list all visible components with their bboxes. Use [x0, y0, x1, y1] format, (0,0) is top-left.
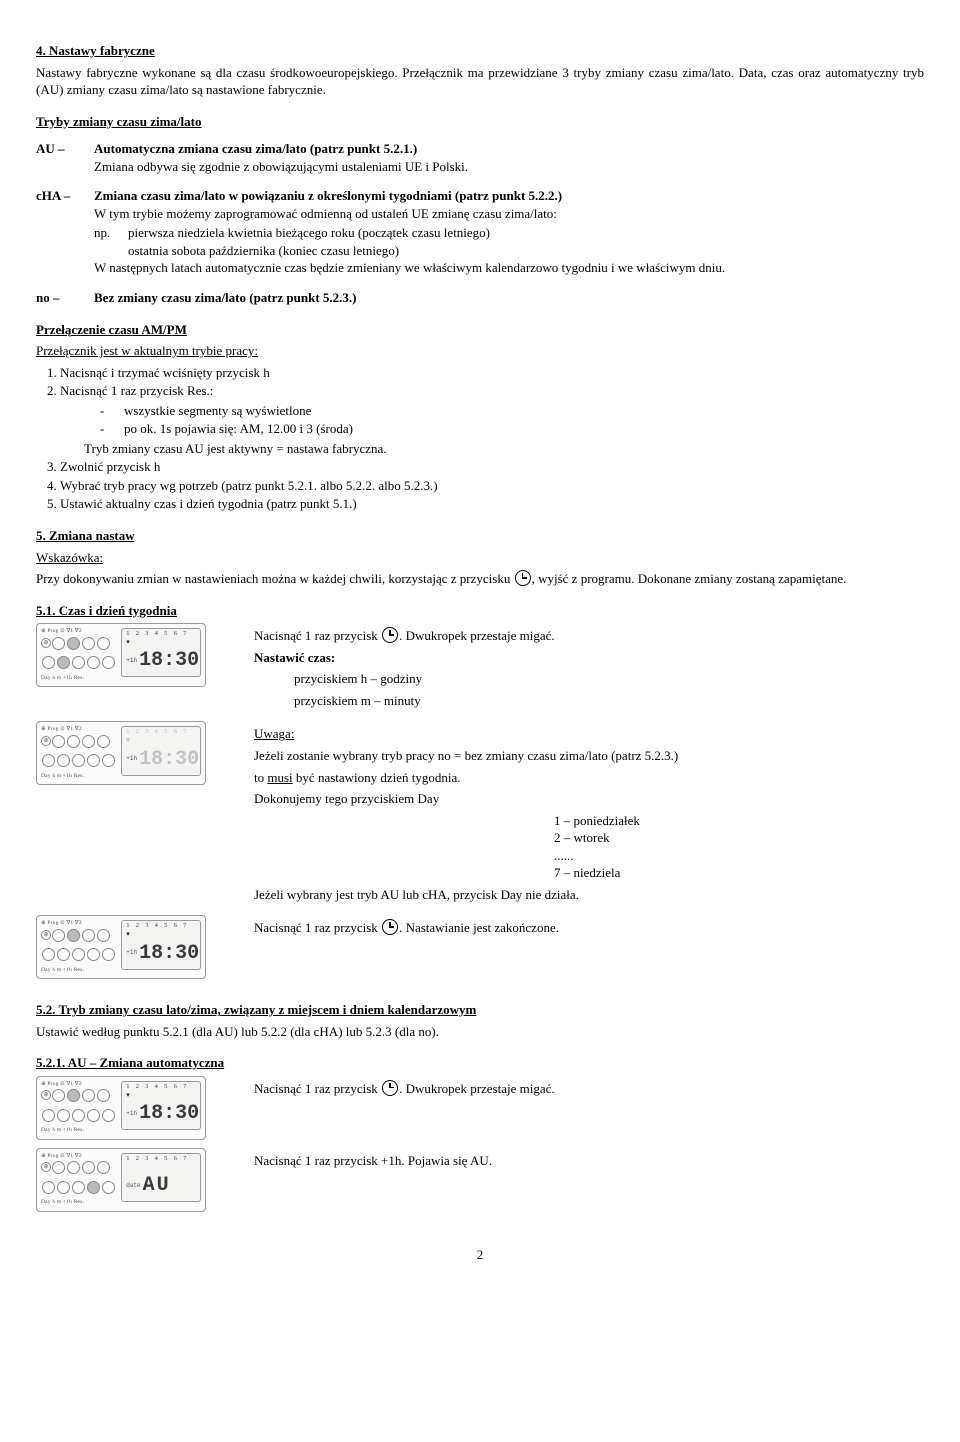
ampm-li4: Wybrać tryb pracy wg potrzeb (patrz punk… — [60, 477, 924, 495]
page-number: 2 — [36, 1246, 924, 1264]
def-au: AU – Automatyczna zmiana czasu zima/lato… — [36, 140, 924, 175]
s51-r1-line1: Nacisnąć 1 raz przycisk . Dwukropek prze… — [254, 627, 924, 645]
ampm-li5: Ustawić aktualny czas i dzień tygodnia (… — [60, 495, 924, 513]
s52-line: Ustawić według punktu 5.2.1 (dla AU) lub… — [36, 1023, 924, 1041]
def-cha-l1: Zmiana czasu zima/lato w powiązaniu z ok… — [94, 187, 924, 205]
ampm-li1: Nacisnąć i trzymać wciśnięty przycisk h — [60, 364, 924, 382]
modes-title: Tryby zmiany czasu zima/lato — [36, 113, 924, 131]
s521-row2: ⊕ Prog ⊙ ∇1 ∇2 ⊕ Day h m +1h Res. 1 2 3 … — [36, 1148, 924, 1212]
device-figure: ⊕ Prog ⊙ ∇1 ∇2 ⊕ Day h m +1h Res. 1 2 3 … — [36, 721, 206, 785]
clock-icon — [382, 627, 398, 643]
clock-icon — [382, 1080, 398, 1096]
ampm-li2a: wszystkie segmenty są wyświetlone — [100, 402, 924, 420]
s51-row2: ⊕ Prog ⊙ ∇1 ∇2 ⊕ Day h m +1h Res. 1 2 3 … — [36, 721, 924, 907]
s521-r1: Nacisnąć 1 raz przycisk . Dwukropek prze… — [254, 1080, 924, 1098]
ampm-li2b: po ok. 1s pojawia się: AM, 12.00 i 3 (śr… — [100, 420, 924, 438]
device-figure: ⊕ Prog ⊙ ∇1 ∇2 ⊕ Day h m +1h Res. 1 2 3 … — [36, 623, 206, 687]
s51-row3: ⊕ Prog ⊙ ∇1 ∇2 ⊕ Day h m +1h Res. 1 2 3 … — [36, 915, 924, 979]
s51-r1-c: Nastawić czas: — [254, 649, 924, 667]
device-figure: ⊕ Prog ⊙ ∇1 ∇2 ⊕ Day h m +1h Res. 1 2 3 … — [36, 915, 206, 979]
clock-icon — [515, 570, 531, 586]
def-cha-np-l2: ostatnia sobota października (koniec cza… — [128, 242, 924, 260]
s521-row1: ⊕ Prog ⊙ ∇1 ∇2 ⊕ Day h m +1h Res. 1 2 3 … — [36, 1076, 924, 1140]
s51-r3: Nacisnąć 1 raz przycisk . Nastawianie je… — [254, 919, 924, 937]
s51-r1-d: przyciskiem h – godziny — [294, 670, 924, 688]
s5-title: 5. Zmiana nastaw — [36, 527, 924, 545]
s51-r2-d: Jeżeli wybrany jest tryb AU lub cHA, prz… — [254, 886, 924, 904]
def-cha-label: cHA – — [36, 187, 94, 277]
s521-r2: Nacisnąć 1 raz przycisk +1h. Pojawia się… — [254, 1152, 924, 1170]
s52-title: 5.2. Tryb zmiany czasu lato/zima, związa… — [36, 1001, 924, 1019]
clock-icon — [382, 919, 398, 935]
def-au-l2: Zmiana odbywa się zgodnie z obowiązujący… — [94, 158, 924, 176]
def-cha: cHA – Zmiana czasu zima/lato w powiązani… — [36, 187, 924, 277]
s5-hint: Przy dokonywaniu zmian w nastawieniach m… — [36, 570, 924, 588]
def-cha-np: np. — [94, 224, 128, 259]
s5-hint-label: Wskazówka: — [36, 549, 924, 567]
s4-para: Nastawy fabryczne wykonane są dla czasu … — [36, 64, 924, 99]
s51-row1: ⊕ Prog ⊙ ∇1 ∇2 ⊕ Day h m +1h Res. 1 2 3 … — [36, 623, 924, 713]
def-no-l1: Bez zmiany czasu zima/lato (patrz punkt … — [94, 289, 924, 307]
def-au-label: AU – — [36, 140, 94, 175]
def-cha-l3: W następnych latach automatycznie czas b… — [94, 259, 924, 277]
s51-r2-c: Dokonujemy tego przyciskiem Day — [254, 790, 924, 808]
def-no-label: no – — [36, 289, 94, 307]
def-cha-np-l1: pierwsza niedziela kwietnia bieżącego ro… — [128, 224, 924, 242]
ampm-li2c: Tryb zmiany czasu AU jest aktywny = nast… — [84, 440, 924, 458]
s51-title: 5.1. Czas i dzień tygodnia — [36, 602, 924, 620]
ampm-list: Nacisnąć i trzymać wciśnięty przycisk h … — [60, 364, 924, 513]
ampm-li3: Zwolnić przycisk h — [60, 458, 924, 476]
def-no: no – Bez zmiany czasu zima/lato (patrz p… — [36, 289, 924, 307]
s521-title: 5.2.1. AU – Zmiana automatyczna — [36, 1054, 924, 1072]
def-cha-l2: W tym trybie możemy zaprogramować odmien… — [94, 205, 924, 223]
ampm-li2: Nacisnąć 1 raz przycisk Res.: wszystkie … — [60, 382, 924, 457]
device-figure: ⊕ Prog ⊙ ∇1 ∇2 ⊕ Day h m +1h Res. 1 2 3 … — [36, 1148, 206, 1212]
s51-r1-e: przyciskiem m – minuty — [294, 692, 924, 710]
def-au-l1: Automatyczna zmiana czasu zima/lato (pat… — [94, 140, 924, 158]
s51-r2-b: to musi być nastawiony dzień tygodnia. — [254, 769, 924, 787]
ampm-intro: Przełącznik jest w aktualnym trybie prac… — [36, 342, 924, 360]
s51-uwaga: Uwaga: — [254, 725, 924, 743]
device-figure: ⊕ Prog ⊙ ∇1 ∇2 ⊕ Day h m +1h Res. 1 2 3 … — [36, 1076, 206, 1140]
s4-title: 4. Nastawy fabryczne — [36, 42, 924, 60]
ampm-title: Przełączenie czasu AM/PM — [36, 321, 924, 339]
day-map: 1 – poniedziałek 2 – wtorek ...... 7 – n… — [554, 812, 924, 882]
s51-r2-a: Jeżeli zostanie wybrany tryb pracy no = … — [254, 747, 924, 765]
